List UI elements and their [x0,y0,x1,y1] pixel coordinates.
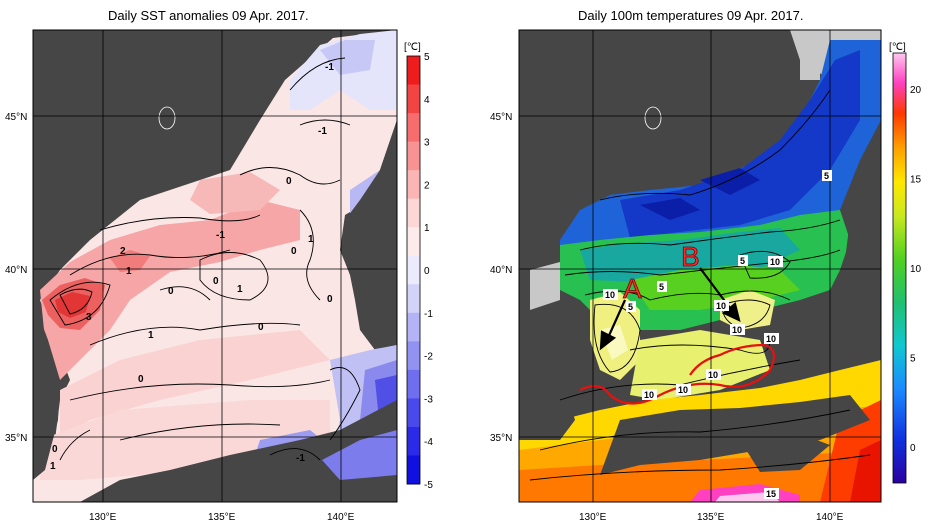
right-front-line [579,343,776,405]
left-contour-label: -1 [318,126,327,137]
right-lat-label: 40°N [490,265,512,276]
left-colorbar-unit: [℃] [404,42,421,53]
left-colorbar-step [407,341,420,371]
right-map: 5 5 10 10 10 10 10 10 10 5 5 10 15 [519,30,881,502]
left-lat-label: 40°N [5,265,27,276]
right-contour-label: 5 [628,302,633,312]
left-contour-label: 0 [138,374,144,385]
left-contour-label: -1 [216,230,225,241]
right-lon-label: 140°E [816,512,844,523]
left-warm-zone [40,200,300,380]
right-colorbar-ticks: 20 15 10 5 0 [910,85,922,454]
left-colorbar-step [407,56,420,86]
left-lat-label: 45°N [5,112,27,123]
left-colorbar-tick: -1 [424,309,433,320]
left-lon-label: 135°E [208,512,236,523]
right-colorbar-tick: 10 [910,264,922,275]
right-contour-label: 5 [659,282,664,292]
right-map-frame [518,29,882,503]
left-contour-label: 1 [237,284,243,295]
right-colorbar [892,52,907,484]
left-contour-label: 0 [286,176,292,187]
left-colorbar-tick: 3 [424,138,430,149]
left-colorbar-step [407,312,420,342]
left-colorbar-step [407,455,420,485]
right-contour-label: 10 [716,301,726,311]
right-contour-labels: 5 5 10 10 10 10 10 10 10 5 5 10 15 [603,170,832,499]
left-contour-label: 1 [148,330,154,341]
left-colorbar-tick: 0 [424,266,430,277]
left-colorbar-tick: -5 [424,480,433,491]
right-contour-label: 10 [766,334,776,344]
left-colorbar-tick: -2 [424,352,433,363]
left-contour-label: 0 [52,444,58,455]
left-contour-label: -1 [296,453,305,464]
left-colorbar-step [407,198,420,228]
right-map-title: Daily 100m temperatures 09 Apr. 2017. [578,8,804,23]
left-colorbar-step [407,369,420,399]
left-contour-label: 0 [258,322,264,333]
right-lon-label: 130°E [579,512,607,523]
right-colorbar-unit: [℃] [889,42,906,53]
left-colorbar: 5 4 3 2 1 0 -1 -2 -3 -4 -5 [406,52,433,491]
marker-a: A [623,273,642,304]
left-lon-label: 130°E [89,512,117,523]
right-contour-label: 10 [644,390,654,400]
left-contour-label: 1 [308,234,314,245]
marker-b: B [681,241,700,272]
left-colorbar-step [407,84,420,114]
left-contour-label: 0 [291,246,297,257]
right-contour-label: 5 [740,256,745,266]
left-colorbar-tick: -3 [424,394,433,405]
right-contour-label: 5 [824,171,829,181]
right-colorbar-tick: 0 [910,443,916,454]
right-lat-label: 45°N [490,112,512,123]
left-map: -1 -1 0 -1 2 1 0 0 1 0 0 1 3 1 0 0 0 1 -… [33,30,397,502]
left-colorbar-step [407,141,420,171]
left-colorbar-step [407,255,420,285]
right-contour-label: 15 [766,489,776,499]
right-contour-label: 10 [770,257,780,267]
right-colorbar-tick: 20 [910,85,922,96]
left-colorbar-tick: 4 [424,95,430,106]
left-colorbar-step [407,113,420,143]
left-contour-label: 2 [120,246,126,257]
left-lat-label: 35°N [5,433,27,444]
right-contour-label: 10 [605,290,615,300]
left-map-frame [32,29,398,503]
right-colorbar-tick: 15 [910,174,922,185]
right-contour-label: 10 [732,325,742,335]
left-contour-label: 0 [168,286,174,297]
right-lon-label: 135°E [697,512,725,523]
left-contour-label: 3 [86,312,92,323]
left-colorbar-step [407,284,420,314]
right-colorbar-tick: 5 [910,354,916,365]
right-japan-land [845,120,881,350]
left-colorbar-tick: 1 [424,223,430,234]
left-colorbar-frame [406,55,421,485]
left-colorbar-tick: 5 [424,52,430,63]
left-contour-label: 1 [126,266,132,277]
left-contour-label: 1 [50,461,56,472]
left-colorbar-step [407,227,420,257]
left-colorbar-step [407,426,420,456]
left-japan-land [345,120,397,335]
left-korea-land [33,300,60,480]
left-lon-label: 140°E [327,512,355,523]
left-contour-label: 0 [327,294,333,305]
right-contour-label: 10 [678,385,688,395]
left-contour-label: 0 [213,276,219,287]
left-map-title: Daily SST anomalies 09 Apr. 2017. [108,8,309,23]
left-contour-label: -1 [325,62,334,73]
right-contour-label: 10 [708,370,718,380]
left-colorbar-step [407,170,420,200]
left-colorbar-tick: -4 [424,437,433,448]
left-colorbar-tick: 2 [424,180,430,191]
right-lat-label: 35°N [490,433,512,444]
left-colorbar-step [407,398,420,428]
right-korea-land [519,300,575,440]
